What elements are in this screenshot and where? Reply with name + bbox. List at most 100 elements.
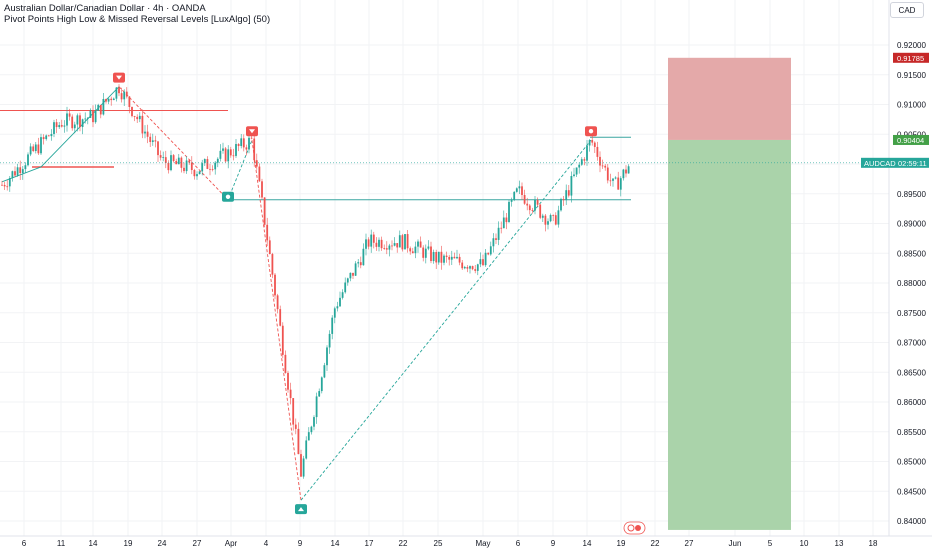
candle-down (562, 196, 565, 206)
candle-down (294, 418, 297, 435)
candle-up (578, 162, 581, 174)
candle-down (125, 87, 128, 99)
candle-body (606, 167, 609, 181)
candle-body (609, 180, 612, 182)
time-tick-label: 19 (617, 539, 626, 548)
candle-down (141, 109, 144, 139)
candle-down (68, 108, 71, 121)
candle-up (97, 103, 100, 112)
candle-body (141, 115, 144, 134)
candle-body (333, 308, 336, 318)
candle-body (404, 234, 406, 250)
candle-body (515, 188, 518, 192)
candle-body (341, 292, 344, 298)
price-tick-label: 0.88000 (897, 279, 926, 288)
candle-up (557, 205, 560, 228)
candle-down (500, 221, 503, 234)
candle-up (123, 89, 126, 106)
candle-up (362, 243, 365, 266)
candle-up (58, 121, 61, 129)
candle-down (266, 217, 269, 247)
candle-down (229, 146, 232, 158)
candle-body (523, 194, 526, 204)
candle-down (276, 293, 279, 314)
time-axis[interactable]: 6 11 14 19 24 27 Apr 4 9 14 17 22 25 May 6 9 14 19 22 27 Jun… (22, 539, 878, 548)
candle-down (193, 168, 196, 180)
candle-up (398, 230, 401, 248)
candle-body (245, 147, 248, 150)
zigzag-up-line (227, 140, 253, 200)
candle-down (105, 98, 107, 104)
candle-body (219, 150, 222, 159)
candle-up (497, 221, 500, 246)
candle-body (466, 267, 469, 269)
candle-body (617, 177, 620, 190)
reversal-icon (225, 194, 231, 199)
candle-body (279, 309, 282, 326)
candle-body (398, 235, 401, 248)
candle-body (484, 252, 487, 266)
zigzag-up-line (1, 166, 42, 183)
candle-body (307, 432, 310, 441)
candle-body (232, 155, 235, 157)
candle-body (424, 248, 427, 258)
candle-body (482, 259, 484, 266)
currency-button[interactable]: CAD (890, 2, 924, 18)
candle-body (385, 248, 388, 250)
candle-body (565, 190, 568, 201)
candle-body (500, 227, 503, 229)
candle-up (115, 86, 118, 102)
candle-up (24, 162, 27, 174)
triangle-up-icon (298, 507, 304, 512)
candle-body (588, 140, 591, 146)
candle-body (206, 159, 209, 169)
position-tool[interactable] (668, 57, 791, 530)
candle-up (570, 171, 573, 203)
price-axis[interactable]: 0.920000.915000.910000.905000.900000.895… (897, 41, 926, 526)
candle-up (508, 199, 510, 223)
time-tick-label: 10 (800, 539, 809, 548)
candle-body (99, 104, 102, 115)
candle-body (320, 377, 323, 392)
candle-body (159, 155, 162, 158)
candle-body (105, 98, 107, 102)
candle-body (209, 168, 211, 170)
candle-body (201, 163, 204, 172)
candle-body (557, 210, 560, 225)
candle-down (609, 173, 612, 187)
candle-down (92, 105, 94, 128)
candle-body (406, 234, 409, 249)
candle-down (172, 153, 175, 163)
candle-body (502, 217, 505, 229)
candle-down (149, 133, 152, 148)
candle-up (170, 150, 172, 172)
take-profit-zone (668, 139, 791, 530)
candle-body (622, 169, 625, 179)
candle-down (552, 214, 555, 222)
candle-up (489, 241, 492, 256)
candle-up (469, 265, 471, 274)
candle-up (427, 240, 430, 251)
candle-up (162, 151, 165, 162)
candle-body (417, 241, 419, 247)
candle-up (73, 121, 76, 134)
candle-up (151, 133, 154, 146)
candle-down (271, 252, 274, 279)
candle-up (370, 229, 373, 253)
candle-down (453, 252, 456, 259)
candle-body (443, 255, 445, 263)
candle-up (333, 306, 336, 324)
candle-body (362, 248, 365, 266)
tradingview-logo[interactable] (623, 521, 646, 535)
candle-body (154, 140, 157, 142)
candle-body (47, 135, 50, 137)
candle-down (448, 254, 451, 266)
candle-body (378, 239, 380, 247)
candle-down (396, 242, 399, 253)
candle-body (188, 160, 191, 163)
stop-price-badge: 0.91785 (893, 52, 929, 63)
candle-down (593, 141, 596, 153)
candle-up (547, 218, 549, 230)
candle-body (604, 165, 607, 168)
